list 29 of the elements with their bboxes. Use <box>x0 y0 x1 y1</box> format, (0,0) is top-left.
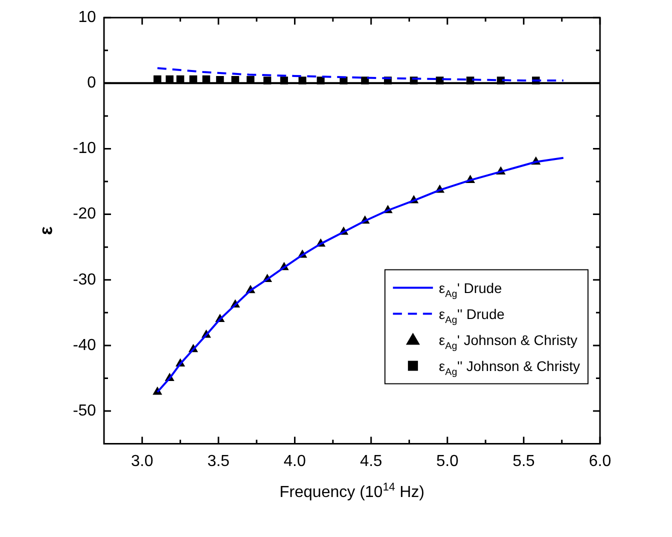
y-tick-label: -10 <box>72 140 96 158</box>
x-tick-label: 3.0 <box>131 452 154 470</box>
y-tick-label: -20 <box>72 206 96 223</box>
point <box>466 76 474 84</box>
point <box>496 76 505 84</box>
point <box>202 75 210 84</box>
x-tick-label: 6.0 <box>588 452 612 470</box>
x-tick-label: 4.5 <box>360 452 382 470</box>
x-tick-label: 5.5 <box>512 452 535 470</box>
y-tick-label: -40 <box>72 336 96 354</box>
point <box>280 76 288 84</box>
point <box>176 75 184 84</box>
point <box>361 76 369 84</box>
line-series <box>156 67 564 82</box>
point <box>316 76 325 84</box>
point <box>166 75 174 84</box>
point <box>154 75 162 84</box>
x-tick-label: 4.0 <box>284 452 306 470</box>
y-axis-title: ε <box>36 226 56 235</box>
point <box>436 76 444 84</box>
x-tick-label: 5.0 <box>436 452 459 470</box>
point <box>263 76 272 84</box>
x-tick-label: 3.5 <box>207 452 230 470</box>
y-tick-label: -50 <box>72 402 96 420</box>
point <box>298 76 306 84</box>
y-tick-label: -30 <box>72 271 96 288</box>
y-tick-label: 10 <box>78 9 96 26</box>
y-tick-label: 0 <box>87 74 96 92</box>
point <box>189 75 198 84</box>
